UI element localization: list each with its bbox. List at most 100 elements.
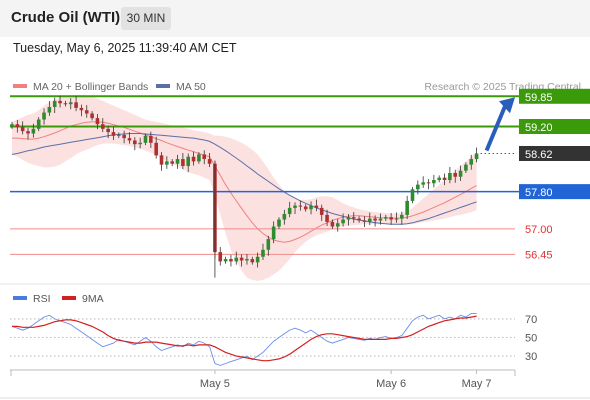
candle — [159, 152, 164, 171]
candle-body — [357, 218, 361, 221]
candle-body — [245, 259, 249, 261]
candle-body — [149, 135, 153, 143]
candle-body — [277, 219, 281, 227]
candle — [341, 213, 345, 227]
candle-body — [346, 217, 351, 220]
candle-body — [10, 124, 14, 127]
candle-body — [394, 218, 399, 220]
candle-body — [117, 134, 121, 136]
candle-body — [362, 220, 367, 222]
candle-body — [218, 252, 223, 262]
candle — [84, 105, 89, 118]
candle-body — [15, 124, 20, 128]
candle-body — [175, 159, 180, 164]
candle-body — [52, 100, 57, 107]
candle-body — [127, 138, 132, 141]
candle — [74, 96, 78, 112]
candle — [181, 153, 185, 170]
candle — [47, 100, 52, 116]
candle — [389, 213, 393, 225]
timeframe-badge[interactable]: 30 MIN — [121, 7, 171, 30]
candle-body — [437, 177, 441, 180]
timestamp: Tuesday, May 6, 2025 11:39:40 AM CET — [13, 41, 237, 55]
candle-body — [84, 110, 89, 114]
bollinger-band — [12, 94, 477, 281]
candle — [410, 186, 415, 204]
candle-body — [442, 177, 447, 180]
candle-body — [389, 217, 393, 220]
candle-body — [234, 257, 239, 262]
candle-body — [79, 107, 84, 111]
candle-body — [207, 159, 212, 164]
candle — [266, 235, 271, 256]
legend-swatch — [156, 84, 170, 88]
candle — [453, 169, 458, 183]
legend-label: RSI — [33, 293, 51, 305]
candle-body — [373, 218, 377, 221]
candle-body — [42, 112, 46, 120]
candle-body — [293, 205, 297, 208]
rsi-legend: RSI 9MA — [13, 293, 104, 305]
candle — [261, 243, 265, 260]
chart-title: Crude Oil (WTI) — [11, 9, 121, 26]
candle — [223, 256, 228, 264]
candle — [63, 100, 68, 107]
candle — [351, 212, 356, 223]
candle — [384, 214, 388, 221]
candle-body — [469, 159, 474, 165]
candle-body — [20, 127, 25, 132]
candle — [432, 174, 436, 188]
level-label-58.62: 58.62 — [525, 149, 553, 161]
candle — [111, 126, 116, 140]
rsi-tick-30: 30 — [525, 351, 537, 363]
candle — [319, 204, 324, 221]
candle — [335, 219, 340, 232]
candle — [458, 165, 463, 181]
candle — [245, 253, 249, 265]
ma50-line — [11, 133, 477, 225]
candle-body — [314, 205, 319, 208]
candle — [15, 120, 20, 133]
candle — [106, 125, 110, 139]
candle-body — [250, 259, 255, 263]
candle-body — [90, 113, 94, 119]
candle-body — [287, 207, 292, 214]
candle-body — [378, 218, 383, 221]
candle — [175, 154, 180, 169]
candle-body — [458, 170, 463, 177]
candle — [42, 108, 46, 125]
candle-body — [325, 214, 329, 222]
candle-body — [143, 135, 148, 143]
candle-body — [319, 207, 324, 215]
candle — [68, 98, 73, 110]
candle — [165, 156, 169, 169]
candle — [10, 121, 14, 129]
level-label-bg — [519, 145, 590, 161]
candle-body — [261, 249, 265, 257]
ma20-line — [12, 121, 477, 243]
candle — [474, 147, 479, 163]
candle — [117, 132, 121, 139]
candle-body — [159, 155, 164, 165]
legend-swatch — [13, 296, 27, 300]
level-label-bg — [519, 184, 590, 200]
candle — [421, 176, 425, 188]
candle-body — [426, 182, 431, 184]
candle-body — [223, 259, 228, 262]
candle — [357, 216, 361, 223]
legend-label: 9MA — [82, 293, 104, 305]
rsi-ma9-line — [12, 315, 477, 362]
forecast-arrow-shaft — [484, 105, 507, 152]
candle-body — [154, 142, 158, 156]
candle — [325, 209, 329, 227]
candle-body — [138, 142, 142, 145]
level-label-57.00: 57.00 — [525, 224, 553, 236]
candle-body — [47, 106, 52, 113]
candle — [469, 154, 474, 170]
rsi-tick-70: 70 — [525, 314, 537, 326]
x-tick-label: May 5 — [200, 378, 230, 390]
candle-body — [170, 161, 174, 164]
x-tick-label: May 7 — [462, 378, 492, 390]
candle — [309, 201, 313, 215]
